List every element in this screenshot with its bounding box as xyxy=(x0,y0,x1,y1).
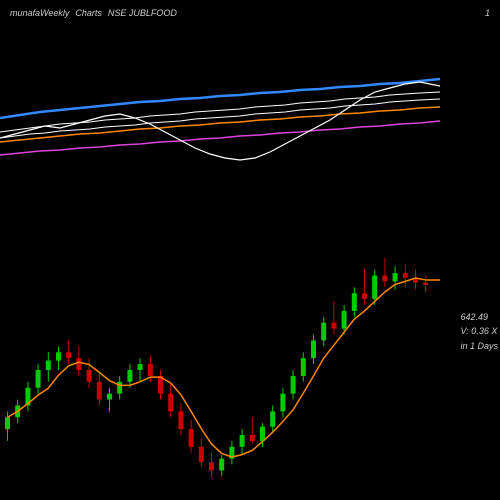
candlestick-chart xyxy=(0,240,440,500)
brand-label: munafaWeekly xyxy=(10,8,69,18)
symbol-label: NSE JUBLFOOD xyxy=(108,8,177,18)
chart-type-label: Charts xyxy=(75,8,102,18)
days-label: in 1 Days xyxy=(460,339,498,353)
timeframe-label: 1 xyxy=(485,8,490,18)
volume-label: V: 0.36 X xyxy=(460,324,498,338)
current-price: 642.49 xyxy=(460,310,498,324)
price-panel xyxy=(0,240,440,500)
indicator-panel xyxy=(0,60,440,180)
price-info: 642.49 V: 0.36 X in 1 Days xyxy=(460,310,498,353)
chart-header: munafaWeekly Charts NSE JUBLFOOD 1 xyxy=(0,8,500,18)
indicator-lines xyxy=(0,60,440,180)
